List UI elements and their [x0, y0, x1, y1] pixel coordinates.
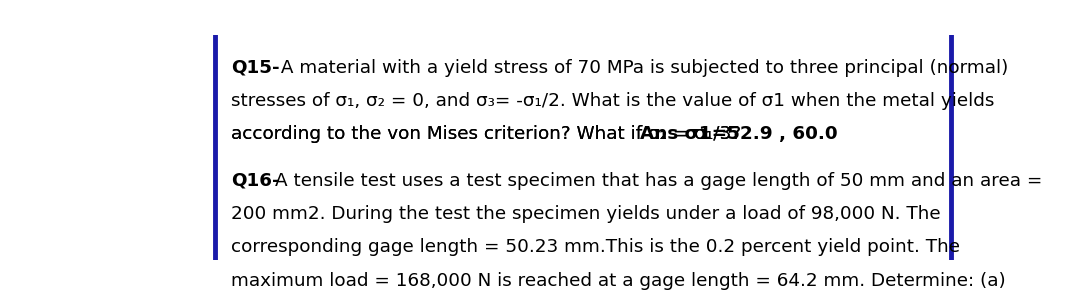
- Text: according to the von Mises criterion? What if σ₂ = σ₁/3?: according to the von Mises criterion? Wh…: [231, 125, 759, 143]
- Text: Q15-: Q15-: [231, 59, 280, 77]
- Text: A tensile test uses a test specimen that has a gage length of 50 mm and an area : A tensile test uses a test specimen that…: [274, 172, 1042, 190]
- Text: 200 mm2. During the test the specimen yields under a load of 98,000 N. The: 200 mm2. During the test the specimen yi…: [231, 205, 941, 223]
- Text: Q16-: Q16-: [231, 172, 280, 190]
- Text: Ans σ1=52.9 , 60.0: Ans σ1=52.9 , 60.0: [640, 125, 838, 143]
- Text: stresses of σ₁, σ₂ = 0, and σ₃= -σ₁/2. What is the value of σ1 when the metal yi: stresses of σ₁, σ₂ = 0, and σ₃= -σ₁/2. W…: [231, 92, 995, 110]
- Text: A material with a yield stress of 70 MPa is subjected to three principal (normal: A material with a yield stress of 70 MPa…: [274, 59, 1008, 77]
- Text: corresponding gage length = 50.23 mm.This is the 0.2 percent yield point. The: corresponding gage length = 50.23 mm.Thi…: [231, 238, 960, 256]
- Text: according to the von Mises criterion? What if σ₂ = σ₁/3?: according to the von Mises criterion? Wh…: [231, 125, 759, 143]
- Text: maximum load = 168,000 N is reached at a gage length = 64.2 mm. Determine: (a): maximum load = 168,000 N is reached at a…: [231, 272, 1005, 290]
